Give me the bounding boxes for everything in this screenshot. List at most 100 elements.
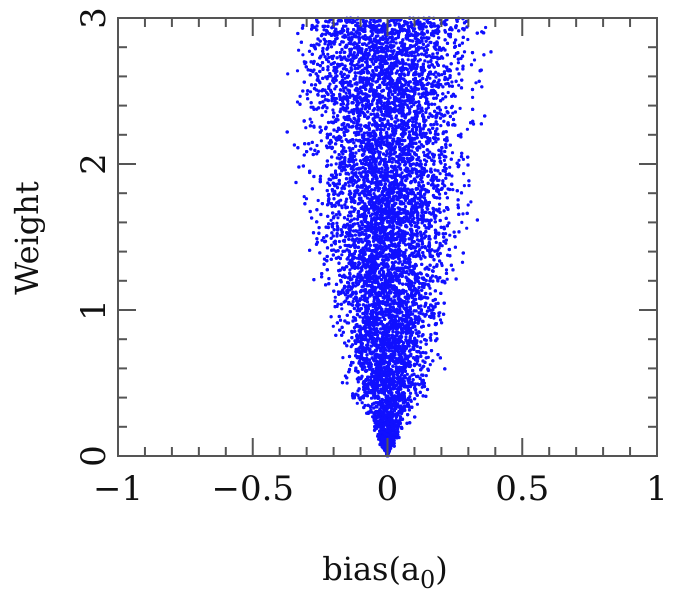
data-point [340, 253, 344, 257]
data-point [382, 128, 386, 132]
data-point [308, 90, 313, 94]
data-point [444, 268, 449, 272]
data-point [456, 203, 460, 207]
data-point [440, 73, 444, 77]
data-point [423, 135, 427, 139]
data-point [365, 179, 369, 183]
data-point [337, 210, 341, 214]
data-point [348, 268, 352, 272]
data-point [326, 52, 330, 56]
data-point [338, 42, 342, 47]
data-point [320, 238, 324, 242]
data-point [319, 139, 323, 143]
data-point [340, 204, 344, 208]
data-point [410, 149, 414, 153]
data-point [450, 151, 455, 155]
data-point [471, 95, 475, 99]
data-point [341, 356, 345, 360]
data-point [316, 198, 320, 203]
data-point [327, 60, 331, 64]
data-point [391, 51, 395, 56]
data-point [304, 197, 309, 201]
data-point [433, 102, 437, 106]
data-point [333, 169, 338, 173]
data-point [304, 126, 308, 130]
data-point [352, 131, 357, 135]
data-point [406, 58, 410, 62]
data-point [329, 218, 333, 222]
data-point [457, 83, 461, 87]
data-point [324, 110, 328, 114]
data-point [417, 92, 421, 96]
data-point [335, 50, 339, 55]
data-point [396, 161, 400, 165]
data-point [357, 40, 361, 45]
data-point [286, 72, 290, 76]
data-point [354, 158, 358, 162]
data-point [428, 286, 432, 290]
data-point [371, 239, 376, 243]
data-point [460, 220, 464, 224]
data-point [315, 143, 319, 148]
data-point [340, 307, 344, 311]
data-point [308, 117, 312, 121]
data-point [427, 234, 431, 238]
data-point [316, 150, 320, 154]
data-point [344, 24, 348, 28]
data-point [426, 60, 430, 64]
data-point [295, 69, 300, 73]
data-point [435, 122, 439, 126]
data-point [469, 200, 473, 204]
data-point [328, 145, 332, 149]
data-point [439, 261, 444, 266]
data-point [356, 380, 360, 384]
data-point [329, 163, 333, 167]
data-point [434, 240, 438, 244]
data-point [435, 60, 439, 64]
data-point [444, 241, 448, 245]
data-point [418, 140, 422, 144]
data-point [472, 58, 477, 62]
data-point [433, 331, 437, 335]
data-point [346, 33, 350, 37]
data-point [336, 216, 340, 220]
data-point [466, 203, 470, 207]
data-point [429, 338, 433, 342]
data-point [414, 391, 418, 395]
data-point [331, 108, 335, 112]
data-point [335, 221, 339, 225]
data-point [459, 132, 463, 136]
data-point [438, 192, 442, 196]
data-points [285, 16, 493, 458]
data-point [407, 408, 411, 412]
data-point [450, 80, 454, 84]
data-point [354, 138, 358, 142]
data-point [295, 100, 300, 104]
data-point [346, 83, 350, 87]
data-point [451, 111, 455, 115]
data-point [338, 80, 342, 85]
data-point [329, 74, 333, 78]
data-point [446, 81, 450, 85]
data-point [448, 233, 452, 237]
data-point [434, 70, 438, 74]
data-point [445, 277, 449, 281]
data-point [462, 172, 466, 176]
data-point [350, 205, 354, 209]
data-point [407, 272, 411, 276]
data-point [415, 402, 419, 406]
data-point [334, 162, 338, 166]
data-point [375, 73, 379, 77]
data-point [302, 195, 306, 199]
data-point [428, 263, 432, 267]
data-point [436, 93, 440, 97]
data-point [404, 289, 408, 293]
data-point [465, 226, 469, 230]
data-point [346, 180, 351, 184]
data-point [437, 314, 441, 318]
data-point [352, 182, 356, 186]
data-point [450, 174, 454, 178]
data-point [413, 249, 418, 253]
data-point [310, 120, 314, 124]
